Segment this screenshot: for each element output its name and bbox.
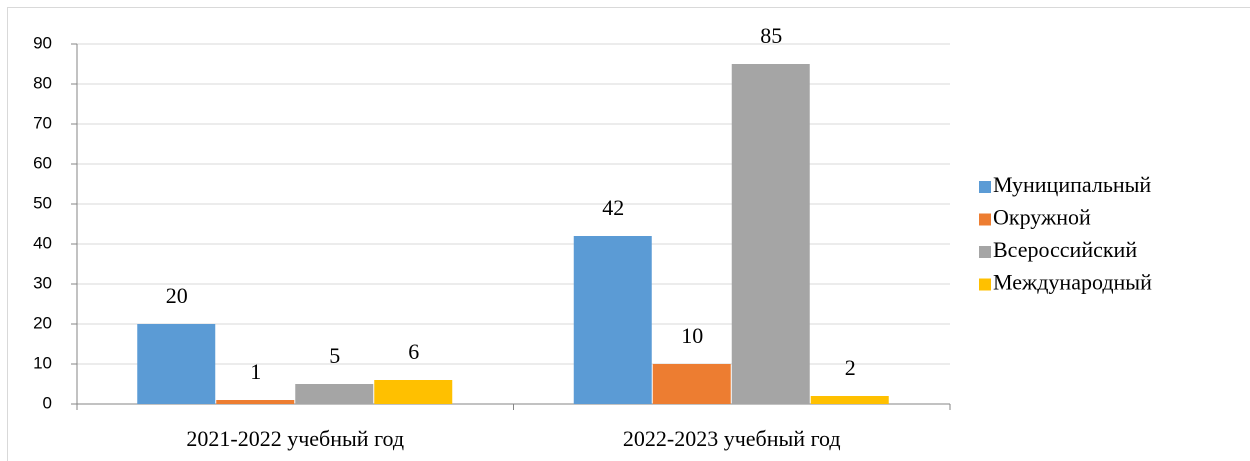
bar — [137, 324, 216, 404]
data-label: 85 — [760, 23, 782, 48]
y-tick-label: 50 — [33, 193, 52, 212]
chart-border — [7, 7, 1250, 461]
data-label: 6 — [408, 339, 419, 364]
y-tick-label: 10 — [33, 353, 52, 372]
legend-swatch — [979, 278, 991, 291]
legend-label: Международный — [993, 270, 1152, 295]
data-label: 5 — [329, 343, 340, 368]
y-tick-label: 80 — [33, 73, 52, 92]
legend-swatch — [979, 213, 991, 226]
legend-swatch — [979, 246, 991, 258]
bar — [216, 400, 295, 404]
y-tick-label: 20 — [33, 313, 52, 332]
bar — [810, 396, 889, 404]
y-tick-label: 0 — [43, 393, 52, 412]
y-tick-label: 70 — [33, 113, 52, 132]
data-label: 2 — [845, 355, 856, 380]
y-tick-label: 60 — [33, 153, 52, 172]
bar — [652, 364, 731, 404]
data-label: 20 — [166, 283, 188, 308]
y-tick-label: 40 — [33, 233, 52, 252]
legend-swatch — [979, 181, 991, 193]
legend-label: Всероссийский — [993, 237, 1137, 262]
data-label: 1 — [250, 359, 261, 384]
y-tick-label: 30 — [33, 273, 52, 292]
x-tick-label: 2021-2022 учебный год — [186, 426, 404, 451]
bar — [295, 384, 374, 404]
legend-label: Окружной — [993, 205, 1091, 230]
bar — [731, 64, 810, 404]
legend-label: Муниципальный — [993, 172, 1151, 197]
bar — [573, 236, 652, 404]
data-label: 42 — [602, 195, 624, 220]
x-tick-label: 2022-2023 учебный год — [623, 426, 841, 451]
data-label: 10 — [681, 323, 703, 348]
y-tick-label: 90 — [33, 33, 52, 52]
bar — [374, 380, 453, 404]
